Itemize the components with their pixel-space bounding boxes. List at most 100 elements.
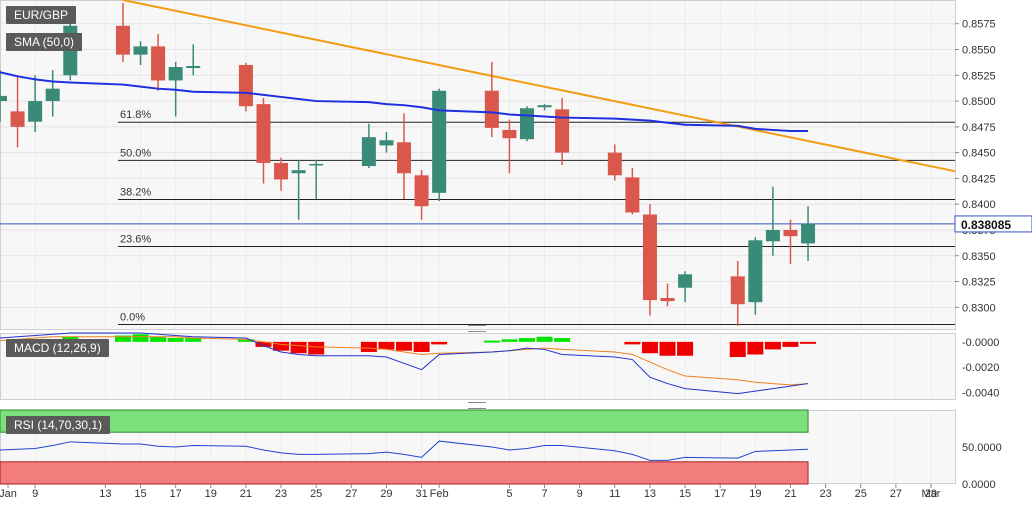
candle-body [186, 66, 201, 69]
macd-signal-line [0, 336, 809, 386]
x-axis-label: 25 [310, 488, 322, 500]
x-axis-label: 17 [714, 488, 726, 500]
fib-level-label: 61.8% [120, 109, 151, 121]
panel-resize-handle[interactable] [468, 325, 486, 332]
price-axis-label: 0.8400 [962, 199, 996, 211]
candle-body [519, 108, 534, 140]
candle-body [309, 163, 324, 166]
candle-body [555, 109, 570, 153]
rsi-overbought-zone [0, 409, 809, 433]
candle-body [361, 137, 376, 167]
macd-histogram-bar [290, 341, 307, 354]
price-axis-label: 0.8475 [962, 122, 996, 134]
x-axis-label: 23 [819, 488, 831, 500]
rsi-panel-label: RSI (14,70,30,1) [6, 416, 111, 434]
x-axis-label: 13 [99, 488, 111, 500]
x-axis-label: 13 [644, 488, 656, 500]
panel-resize-handle[interactable] [468, 402, 486, 409]
x-axis-label: 27 [890, 488, 902, 500]
price-axis-label: 0.8450 [962, 148, 996, 160]
macd-histogram-bar [255, 341, 272, 347]
x-axis-label: 29 [925, 488, 937, 500]
fib-level-label: 38.2% [120, 187, 151, 199]
x-axis-label: 19 [205, 488, 217, 500]
macd-histogram-bar [659, 341, 676, 356]
candle-body [607, 152, 622, 176]
x-axis-label: 15 [134, 488, 146, 500]
candle-body [0, 95, 7, 102]
price-axis-label: 0.8500 [962, 96, 996, 108]
macd-histogram-bar [413, 341, 430, 352]
macd-histogram-bar [624, 341, 641, 345]
x-axis-label: 27 [345, 488, 357, 500]
x-axis-label: Jan [0, 488, 17, 500]
macd-histogram-bar [782, 341, 799, 347]
x-axis-label: 5 [506, 488, 512, 500]
x-axis-label: Mar [922, 488, 941, 500]
fib-level-label: 50.0% [120, 147, 151, 159]
candle-body [801, 223, 816, 244]
candle-body [642, 214, 657, 301]
candle-body [502, 129, 517, 139]
candle-body [748, 240, 763, 303]
candle-body [291, 170, 306, 174]
macd-histogram-bar [396, 341, 413, 351]
macd-line [0, 332, 809, 395]
candle-body [151, 46, 166, 81]
price-axis-label: 0.8350 [962, 251, 996, 263]
macd-histogram-bar [677, 341, 694, 356]
macd-histogram-bar [764, 341, 781, 350]
candle-body [256, 104, 271, 163]
macd-panel-label: MACD (12,26,9) [6, 339, 109, 357]
x-axis-label: 7 [541, 488, 547, 500]
candle-body [765, 229, 780, 242]
macd-histogram-bar [360, 341, 377, 352]
price-axis-label: 0.8300 [962, 302, 996, 314]
x-axis-label: Feb [430, 488, 449, 500]
macd-histogram-bar [150, 336, 167, 342]
x-axis-label: 17 [170, 488, 182, 500]
rsi-axis-label: 0.0000 [962, 479, 996, 491]
candle-body [115, 25, 130, 55]
rsi-axis-label: 50.0000 [962, 442, 1002, 454]
sma-line [0, 71, 809, 132]
x-axis-label: 9 [577, 488, 583, 500]
x-axis-label: 29 [380, 488, 392, 500]
candle-body [537, 105, 552, 108]
candle-body [660, 298, 675, 302]
candle-body [238, 64, 253, 107]
x-axis-label: 25 [855, 488, 867, 500]
rsi-oversold-zone [0, 461, 809, 485]
macd-axis-label: -0.0040 [962, 387, 999, 399]
candle-body [45, 88, 60, 102]
candle-body [168, 67, 183, 81]
macd-histogram-bar [185, 338, 202, 342]
macd-axis-label: -0.0020 [962, 362, 999, 374]
candle-body [730, 276, 745, 305]
macd-histogram-bar [308, 341, 325, 355]
x-axis-label: 19 [749, 488, 761, 500]
rsi-line [0, 440, 809, 461]
macd-histogram-bar [273, 341, 290, 351]
candle-body [397, 142, 412, 174]
panel-border [0, 333, 956, 400]
macd-histogram-bar [641, 341, 658, 354]
macd-histogram-bar [800, 341, 817, 344]
x-axis-label: 31 [415, 488, 427, 500]
macd-histogram-bar [501, 339, 518, 342]
panel-border [0, 0, 956, 330]
macd-histogram-bar [483, 340, 500, 343]
x-axis-label: 21 [784, 488, 796, 500]
fib-level-label: 23.6% [120, 233, 151, 245]
fib-level-label: 0.0% [120, 312, 145, 324]
macd-histogram-bar [114, 335, 131, 342]
candle-body [133, 46, 148, 55]
x-axis-label: 15 [679, 488, 691, 500]
macd-histogram-bar [431, 341, 448, 345]
price-axis-label: 0.8325 [962, 277, 996, 289]
macd-histogram-bar [167, 338, 184, 342]
x-axis-label: 23 [275, 488, 287, 500]
macd-histogram-bar [132, 334, 149, 342]
candle-body [783, 229, 798, 237]
